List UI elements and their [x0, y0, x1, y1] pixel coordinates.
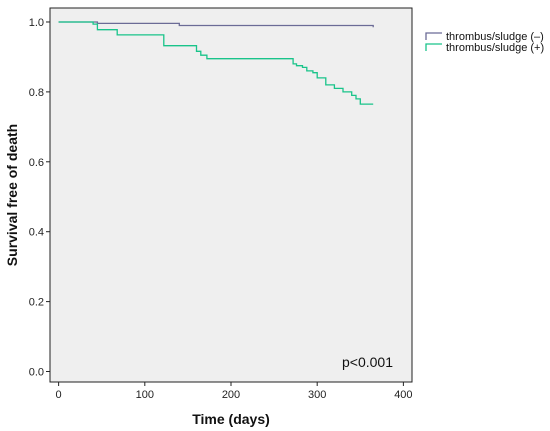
x-tick-label: 0: [56, 389, 62, 401]
x-tick-label: 100: [136, 389, 154, 401]
legend-label: thrombus/sludge (+): [446, 42, 544, 54]
series-line-1: [58, 21, 374, 28]
y-axis-title: Survival free of death: [4, 124, 20, 266]
legend-swatch: [425, 32, 442, 40]
plot-area: [49, 7, 413, 383]
x-axis: 0 100 200 300 400: [56, 382, 413, 401]
y-tick-label: 0.6: [29, 157, 44, 169]
series-line-2: [58, 21, 374, 105]
series-group: [58, 21, 374, 105]
legend-label: thrombus/sludge (–): [446, 31, 544, 43]
x-tick-label: 300: [308, 389, 326, 401]
y-tick-label: 0.0: [29, 367, 44, 379]
y-tick-label: 1.0: [29, 17, 44, 29]
y-axis: 0.0 0.2 0.4 0.6 0.8 1.0: [29, 17, 50, 379]
legend-swatch: [425, 43, 442, 51]
y-tick-label: 0.4: [29, 227, 44, 239]
y-tick-label: 0.8: [29, 87, 44, 99]
y-tick-label: 0.2: [29, 297, 44, 309]
legend: thrombus/sludge (–)thrombus/sludge (+): [425, 31, 544, 54]
x-tick-label: 400: [394, 389, 412, 401]
x-axis-title: Time (days): [192, 411, 270, 427]
p-value-annotation: p<0.001: [342, 354, 393, 370]
x-tick-label: 200: [222, 389, 240, 401]
